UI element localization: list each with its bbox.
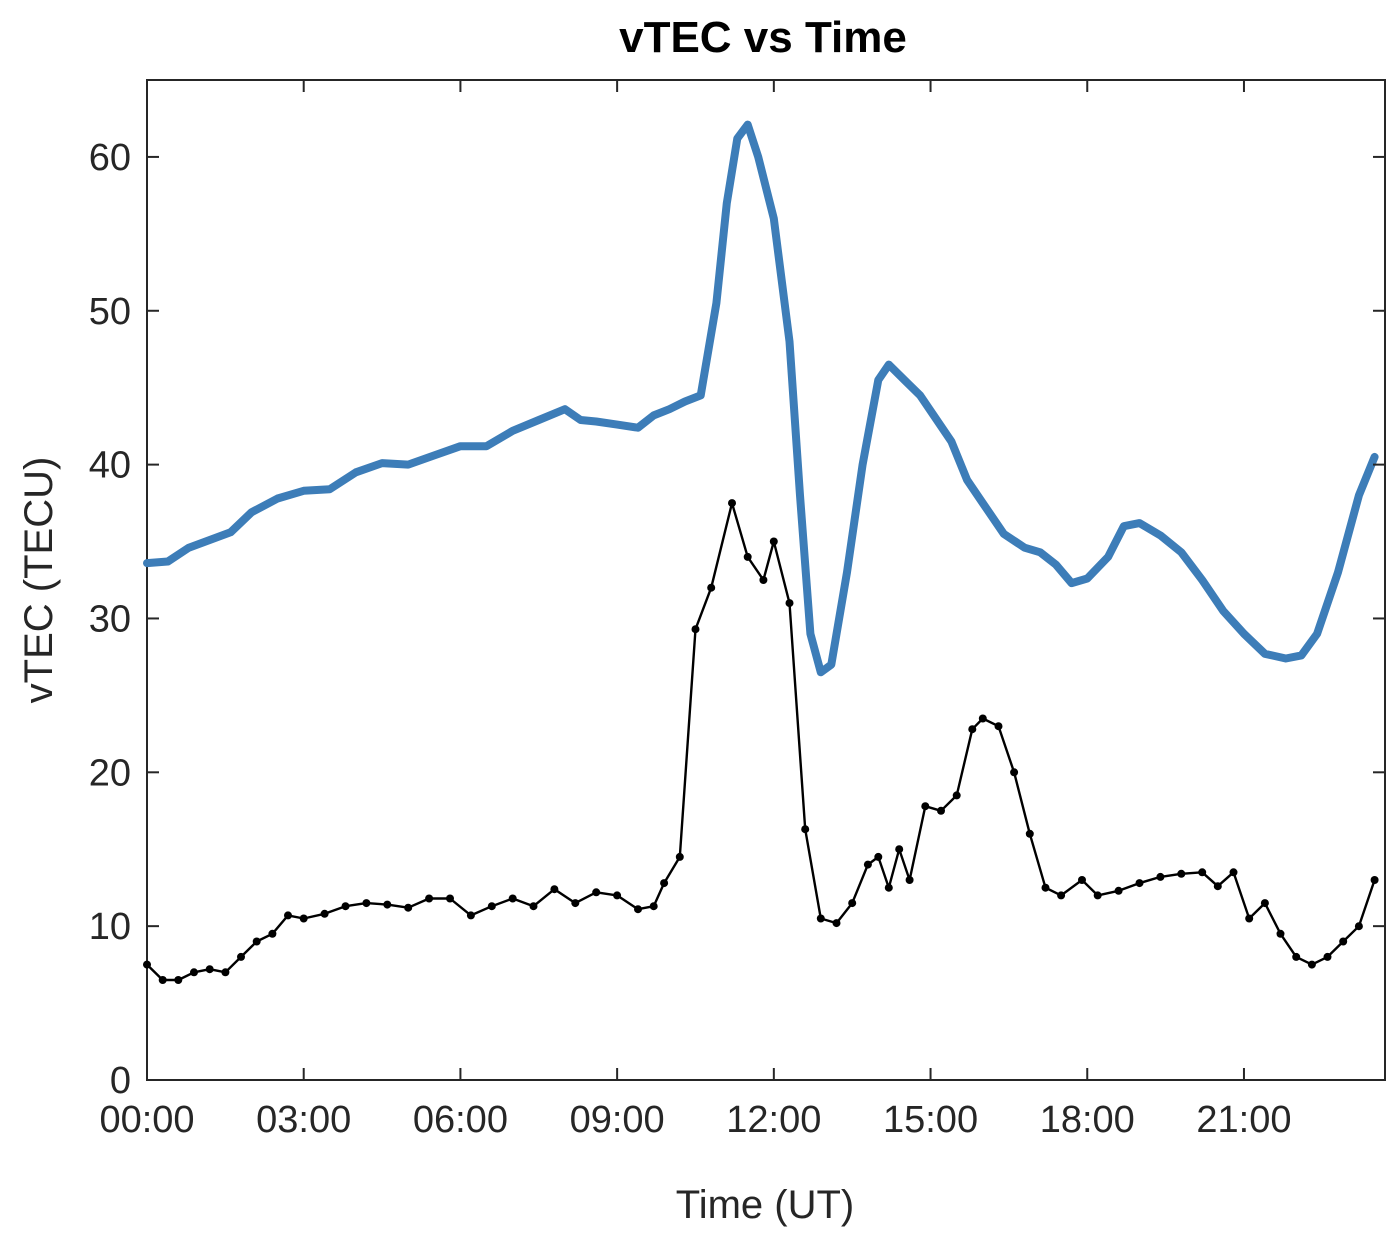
data-point xyxy=(508,894,517,903)
data-point xyxy=(895,845,904,854)
y-tick-label: 0 xyxy=(110,1060,131,1102)
data-point xyxy=(320,909,329,918)
data-point xyxy=(801,825,810,834)
plot-frame xyxy=(146,79,1386,1081)
data-point xyxy=(769,537,778,546)
data-point xyxy=(284,911,292,920)
data-point xyxy=(634,905,642,914)
data-point xyxy=(937,806,945,815)
data-point xyxy=(1370,876,1379,884)
data-point xyxy=(1025,829,1034,838)
data-point xyxy=(592,888,601,897)
data-point xyxy=(1135,879,1144,888)
x-tick-label: 18:00 xyxy=(1040,1099,1135,1141)
data-point xyxy=(743,552,752,561)
data-point xyxy=(1260,899,1269,908)
data-point xyxy=(1078,876,1086,884)
data-point xyxy=(874,852,883,861)
y-tick-label: 50 xyxy=(89,291,131,333)
data-point xyxy=(466,911,475,920)
data-point xyxy=(884,883,893,892)
y-tick-label: 10 xyxy=(89,906,131,948)
data-point xyxy=(190,968,198,977)
data-point xyxy=(707,583,716,592)
data-point xyxy=(1057,891,1066,900)
plot-area: 00:00 03:00 06:00 09:00 12:00 15:00 18:00 21:00… xyxy=(89,79,1386,1141)
data-point xyxy=(1245,914,1254,923)
chart-title: vTEC vs Time xyxy=(619,13,907,62)
data-point xyxy=(158,976,167,984)
data-point xyxy=(252,937,261,946)
data-point xyxy=(529,902,538,911)
data-point xyxy=(728,499,736,508)
x-tick-label: 15:00 xyxy=(883,1099,978,1141)
x-tick-label: 06:00 xyxy=(413,1099,508,1141)
data-point xyxy=(1292,952,1301,961)
data-point xyxy=(649,902,658,911)
x-tick-label: 00:00 xyxy=(99,1099,194,1141)
data-point xyxy=(487,902,496,911)
data-point xyxy=(1307,960,1316,969)
data-point xyxy=(571,899,580,908)
data-point xyxy=(404,903,413,912)
data-point xyxy=(299,914,308,923)
data-point xyxy=(832,919,841,928)
data-point xyxy=(174,976,183,984)
data-point xyxy=(660,879,669,888)
data-point xyxy=(816,914,825,923)
x-tick-label: 03:00 xyxy=(256,1099,351,1141)
y-axis-label: vTEC (TECU) xyxy=(17,457,61,704)
data-point xyxy=(785,599,794,608)
data-point xyxy=(848,899,857,908)
y-tick-label: 60 xyxy=(89,137,131,179)
y-tick-label: 30 xyxy=(89,598,131,640)
data-point xyxy=(268,929,277,938)
data-point xyxy=(425,894,434,903)
data-point xyxy=(1229,868,1238,877)
data-point xyxy=(675,852,684,861)
data-point xyxy=(221,968,230,977)
data-point xyxy=(952,791,961,800)
data-point xyxy=(1093,891,1102,900)
data-point xyxy=(863,860,872,869)
data-point xyxy=(383,900,392,909)
data-point xyxy=(905,876,914,884)
data-point xyxy=(1010,768,1019,777)
data-point xyxy=(691,625,700,634)
data-point xyxy=(550,885,559,894)
y-tick-label: 40 xyxy=(89,445,131,487)
data-point xyxy=(1339,937,1348,946)
y-tick-label: 20 xyxy=(89,752,131,794)
data-point xyxy=(1114,886,1123,895)
data-point xyxy=(921,802,930,811)
data-point xyxy=(968,725,977,734)
data-point xyxy=(205,965,214,974)
data-point xyxy=(1041,883,1050,892)
data-point xyxy=(994,722,1003,731)
data-point xyxy=(1354,922,1363,931)
data-point xyxy=(1156,872,1165,881)
data-point xyxy=(1177,869,1186,878)
x-axis-label: Time (UT) xyxy=(676,1183,854,1227)
x-tick-label: 09:00 xyxy=(570,1099,665,1141)
data-point xyxy=(1213,882,1222,891)
data-point xyxy=(613,891,622,900)
tick-layer: 00:00 03:00 06:00 09:00 12:00 15:00 18:00 21:00… xyxy=(89,80,1385,1141)
data-point xyxy=(1198,868,1207,877)
data-point xyxy=(446,894,454,903)
data-point xyxy=(237,952,245,961)
x-tick-label: 21:00 xyxy=(1196,1099,1291,1141)
x-tick-label: 12:00 xyxy=(726,1099,821,1141)
data-point xyxy=(1323,952,1332,961)
series-line-1 xyxy=(143,120,1379,677)
data-point xyxy=(978,714,987,723)
data-point xyxy=(341,902,350,911)
data-point xyxy=(1276,929,1285,938)
data-point xyxy=(362,899,371,908)
data-point xyxy=(143,960,151,969)
data-point xyxy=(759,576,768,584)
series-layer xyxy=(143,120,1379,984)
